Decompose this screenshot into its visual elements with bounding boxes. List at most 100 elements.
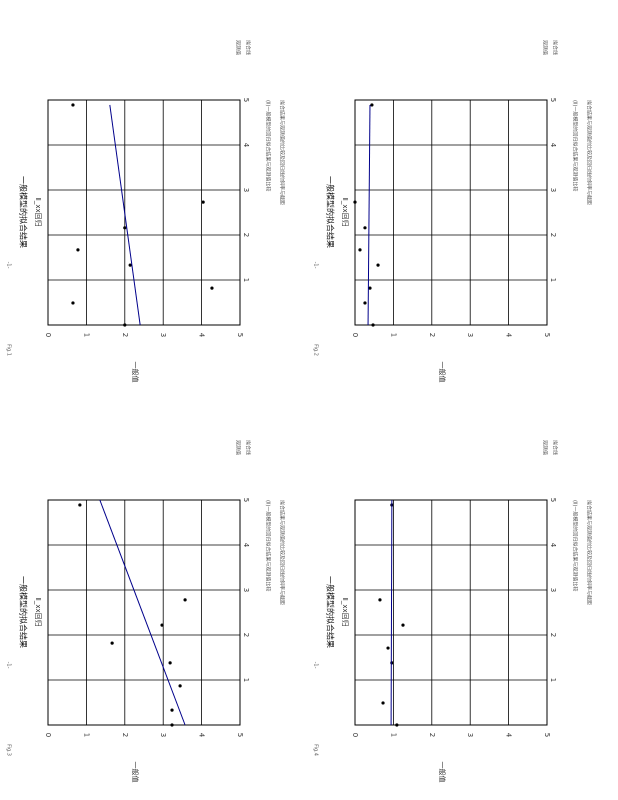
legend-entry: 拟合线 bbox=[245, 440, 252, 455]
stamp: Fig.1 bbox=[6, 344, 12, 356]
x-tick-label: 2 bbox=[242, 633, 250, 637]
stamp: Fig.4 bbox=[313, 744, 319, 756]
y-tick-label: 5 bbox=[543, 733, 551, 737]
page-mark: -1- bbox=[6, 662, 12, 669]
y-tick-label: 5 bbox=[236, 733, 244, 737]
x-tick-label: 2 bbox=[549, 633, 557, 637]
y-tick-label: 4 bbox=[198, 733, 206, 738]
x-tick-label: 3 bbox=[242, 188, 250, 192]
legend-entry: 拟合线 bbox=[552, 440, 559, 455]
caption: 拟合结果与观测值的比较及回归线的斜率与截距 bbox=[586, 500, 593, 605]
fit-line bbox=[99, 499, 186, 726]
chart-title: 一般模型的拟合结果 bbox=[326, 576, 336, 648]
y-tick-label: 0 bbox=[351, 733, 359, 737]
page-mark: -1- bbox=[313, 262, 319, 269]
data-point bbox=[395, 723, 399, 727]
fit-line bbox=[390, 499, 393, 726]
x-tick-label: 5 bbox=[242, 498, 250, 502]
caption: 拟合结果与观测值的比较及回归线的斜率与截距 bbox=[279, 100, 286, 205]
caption: 拟合结果与观测值的比较及回归线的斜率与截距 bbox=[586, 100, 593, 205]
data-point bbox=[353, 200, 357, 204]
data-point bbox=[201, 200, 205, 204]
y-tick-label: 3 bbox=[466, 333, 474, 337]
x-tick-label: 1 bbox=[242, 678, 250, 682]
data-point bbox=[371, 323, 375, 327]
plot-frame bbox=[354, 499, 548, 726]
data-point bbox=[178, 684, 182, 688]
x-tick-label: 1 bbox=[549, 678, 557, 682]
data-point bbox=[78, 503, 82, 507]
x-tick-label: 1 bbox=[242, 278, 250, 282]
y-tick-label: 3 bbox=[466, 733, 474, 737]
data-point bbox=[210, 286, 214, 290]
y-tick-label: 0 bbox=[44, 733, 52, 737]
x-tick-label: 3 bbox=[242, 588, 250, 592]
x-tick-label: 5 bbox=[549, 98, 557, 102]
data-point bbox=[170, 723, 174, 727]
data-point bbox=[376, 263, 380, 267]
data-point bbox=[128, 263, 132, 267]
caption: (Ⅱ)一般模型的回归拟合结果与观测值比较 bbox=[572, 500, 579, 591]
data-point bbox=[363, 301, 367, 305]
data-point bbox=[363, 226, 367, 230]
y-axis-title: 一般值 bbox=[131, 362, 140, 383]
y-axis-title: 一般值 bbox=[438, 762, 447, 783]
y-tick-label: 5 bbox=[236, 333, 244, 337]
x-tick-label: 3 bbox=[549, 188, 557, 192]
data-point bbox=[390, 661, 394, 665]
data-point bbox=[71, 103, 75, 107]
y-tick-label: 5 bbox=[543, 333, 551, 337]
data-point bbox=[381, 701, 385, 705]
y-tick-label: 0 bbox=[44, 333, 52, 337]
x-tick-label: 2 bbox=[242, 233, 250, 237]
data-point bbox=[368, 286, 372, 290]
stamp: Fig.3 bbox=[6, 744, 12, 756]
x-tick-label: 3 bbox=[549, 588, 557, 592]
page-mark: -1- bbox=[313, 662, 319, 669]
plot-frame bbox=[47, 99, 241, 326]
legend-entry: 观测值 bbox=[542, 440, 549, 455]
data-point bbox=[168, 661, 172, 665]
legend-entry: 拟合线 bbox=[552, 40, 559, 55]
legend-entry: 观测值 bbox=[542, 40, 549, 55]
chart-subtitle: Ⅱ_xx回归 bbox=[34, 597, 43, 626]
data-point bbox=[401, 623, 405, 627]
data-point bbox=[160, 623, 164, 627]
y-axis-title: 一般值 bbox=[438, 362, 447, 383]
chart-title: 一般模型的拟合结果 bbox=[19, 176, 29, 248]
data-point bbox=[71, 301, 75, 305]
data-point bbox=[123, 226, 127, 230]
data-point bbox=[170, 708, 174, 712]
y-tick-label: 3 bbox=[159, 333, 167, 337]
legend-entry: 拟合线 bbox=[245, 40, 252, 55]
y-tick-label: 4 bbox=[198, 333, 206, 338]
x-tick-label: 4 bbox=[549, 543, 557, 548]
data-point bbox=[378, 598, 382, 602]
data-point bbox=[358, 248, 362, 252]
caption: (Ⅱ)一般模型的回归拟合结果与观测值比较 bbox=[265, 100, 272, 191]
fit-line bbox=[367, 104, 371, 326]
caption: (Ⅱ)一般模型的回归拟合结果与观测值比较 bbox=[265, 500, 272, 591]
plot-frame bbox=[47, 499, 241, 726]
legend-entry: 观测值 bbox=[235, 440, 242, 455]
y-tick-label: 1 bbox=[82, 733, 90, 737]
legend-entry: 观测值 bbox=[235, 40, 242, 55]
y-tick-label: 1 bbox=[389, 733, 397, 737]
x-tick-label: 4 bbox=[242, 543, 250, 548]
y-tick-label: 4 bbox=[505, 333, 513, 338]
chart-title: 一般模型的拟合结果 bbox=[326, 176, 336, 248]
page-mark: -1- bbox=[6, 262, 12, 269]
chart-title: 一般模型的拟合结果 bbox=[19, 576, 29, 648]
y-tick-label: 1 bbox=[389, 333, 397, 337]
data-point bbox=[370, 103, 374, 107]
y-tick-label: 4 bbox=[505, 733, 513, 738]
x-tick-label: 5 bbox=[549, 498, 557, 502]
x-tick-label: 4 bbox=[549, 143, 557, 148]
y-tick-label: 2 bbox=[121, 733, 129, 737]
y-tick-label: 2 bbox=[121, 333, 129, 337]
y-axis-title: 一般值 bbox=[131, 762, 140, 783]
chart-subtitle: Ⅱ_xx回归 bbox=[341, 597, 350, 626]
x-tick-label: 2 bbox=[549, 233, 557, 237]
data-point bbox=[76, 248, 80, 252]
